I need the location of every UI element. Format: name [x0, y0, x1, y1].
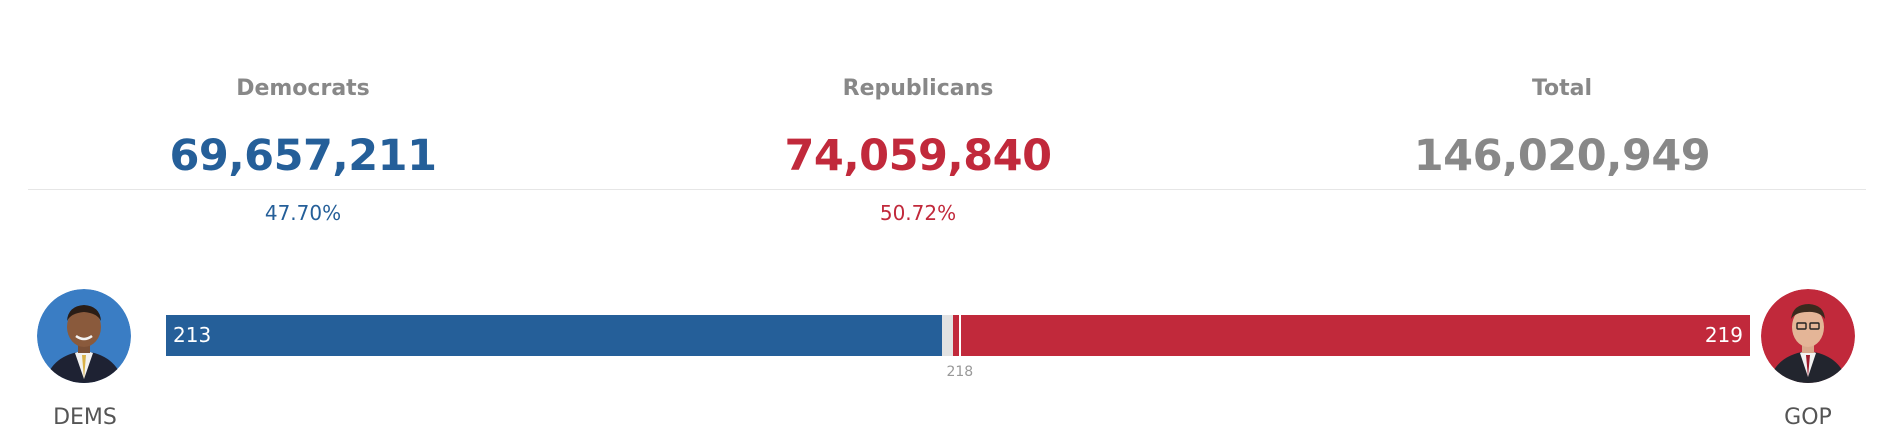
dem-seat-count: 213: [173, 323, 212, 347]
total-vote-count: 146,020,949: [1413, 131, 1711, 181]
democrats-vote-percent: 47.70%: [264, 201, 342, 225]
total-label: Total: [1531, 76, 1593, 101]
seat-bar-track: 213 219: [166, 315, 1750, 356]
republicans-label: Republicans: [842, 76, 994, 101]
democrats-vote-count: 69,657,211: [169, 131, 437, 181]
gop-leader-avatar: [1761, 289, 1855, 383]
democrats-label: Democrats: [236, 76, 370, 101]
majority-label: 218: [946, 364, 974, 380]
dems-label: DEMS: [53, 405, 117, 430]
dem-leader-avatar: [37, 289, 131, 383]
gop-seat-bar: 219: [952, 315, 1750, 356]
gop-label: GOP: [1784, 405, 1832, 430]
republicans-vote-percent: 50.72%: [879, 201, 957, 225]
majority-marker: [958, 315, 961, 356]
summary-divider: [28, 189, 1866, 190]
dem-seat-bar: 213: [166, 315, 942, 356]
republicans-vote-count: 74,059,840: [784, 131, 1052, 181]
gop-seat-count: 219: [1704, 323, 1743, 347]
